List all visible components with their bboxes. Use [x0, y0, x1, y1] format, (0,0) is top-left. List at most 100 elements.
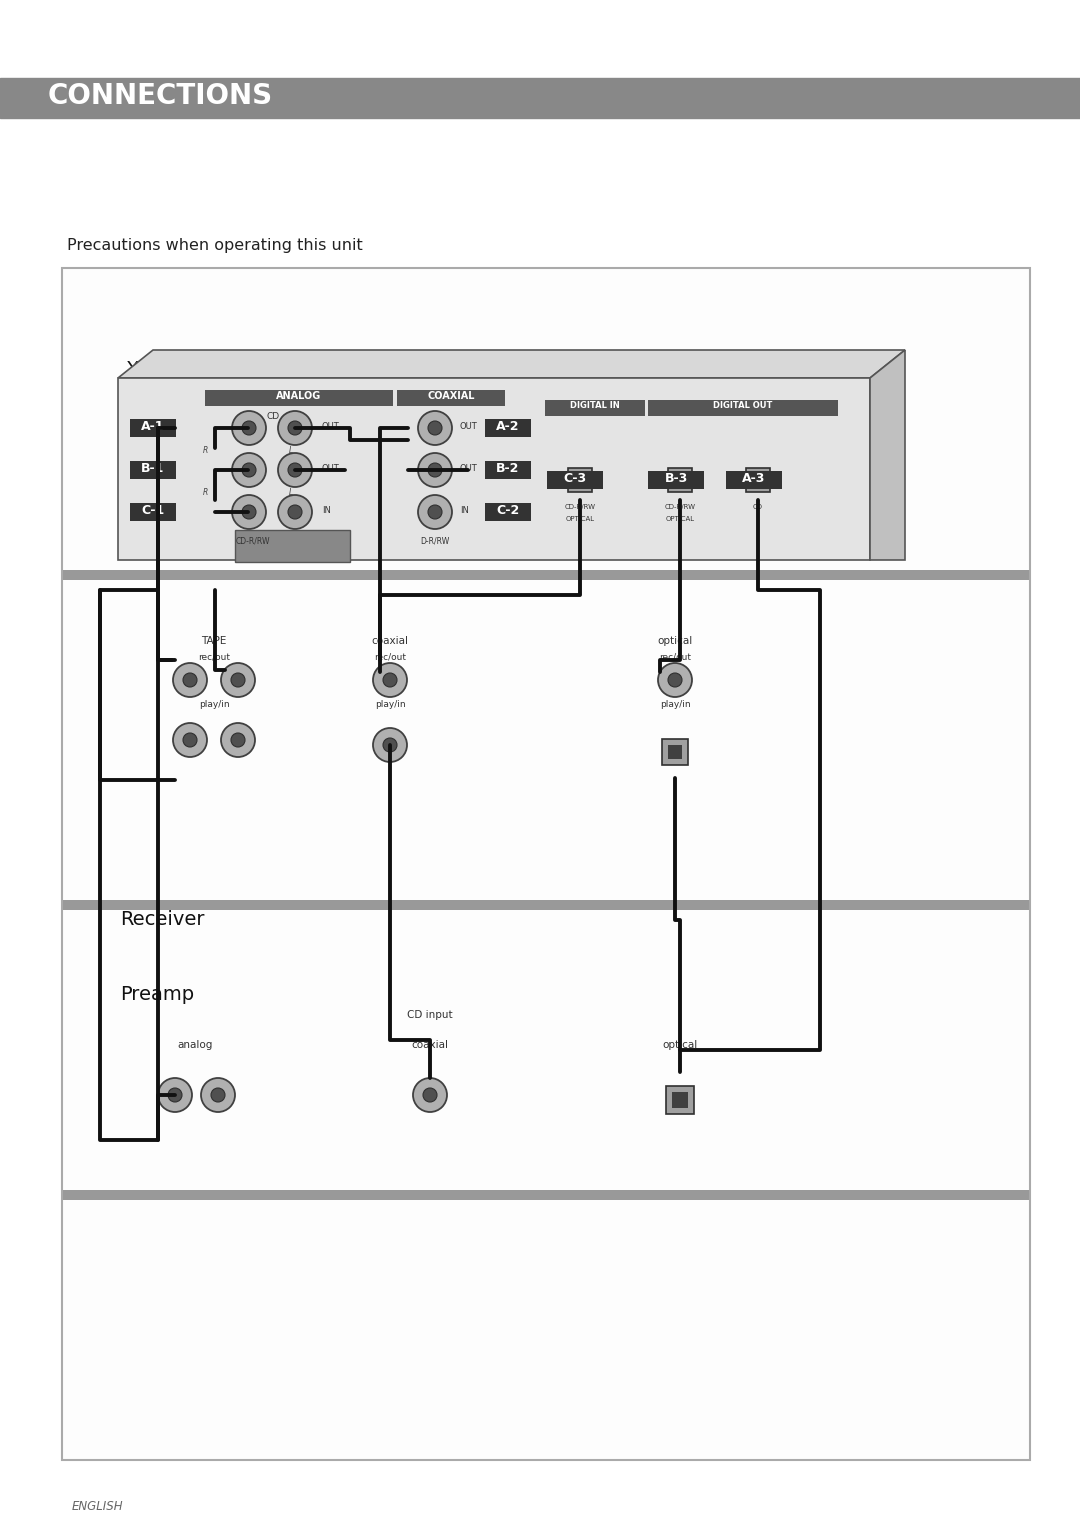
Bar [746, 468, 770, 493]
Text: B-1: B-1 [141, 462, 164, 474]
Text: CD-R/RW: CD-R/RW [565, 503, 595, 510]
Bar [118, 378, 870, 390]
Circle shape [242, 505, 256, 519]
Text: play/in: play/in [660, 700, 690, 709]
Circle shape [428, 421, 442, 434]
Circle shape [373, 663, 407, 697]
Text: R: R [202, 488, 207, 497]
Bar [397, 390, 505, 405]
Text: L: L [288, 488, 293, 497]
Text: B-2: B-2 [497, 462, 519, 474]
Text: ENGLISH: ENGLISH [72, 1500, 123, 1514]
Circle shape [168, 1088, 183, 1102]
Bar [62, 569, 1030, 580]
Text: OPTICAL: OPTICAL [566, 516, 595, 522]
Bar [62, 900, 1030, 910]
Circle shape [669, 672, 681, 688]
Circle shape [211, 1088, 225, 1102]
Bar [573, 473, 586, 487]
Bar [752, 473, 765, 487]
Circle shape [383, 672, 397, 688]
Bar [674, 473, 687, 487]
Text: CD-R/RW: CD-R/RW [664, 503, 696, 510]
Text: coaxial: coaxial [411, 1041, 448, 1050]
Text: OUT: OUT [322, 464, 340, 473]
Text: DIGITAL IN: DIGITAL IN [570, 401, 620, 410]
Circle shape [413, 1078, 447, 1111]
Circle shape [242, 464, 256, 477]
Bar [205, 390, 393, 405]
Text: rec/out: rec/out [374, 652, 406, 662]
Bar [669, 468, 692, 493]
Polygon shape [118, 350, 905, 378]
Circle shape [288, 505, 302, 519]
Circle shape [173, 663, 207, 697]
Text: L: L [288, 447, 293, 454]
Text: play/in: play/in [199, 700, 229, 709]
Text: Preamp: Preamp [120, 985, 194, 1004]
Bar [0, 78, 1080, 118]
Bar [568, 468, 592, 493]
Circle shape [288, 464, 302, 477]
Text: analog: analog [177, 1041, 213, 1050]
Circle shape [418, 453, 453, 487]
Circle shape [383, 738, 397, 752]
Circle shape [428, 505, 442, 519]
Circle shape [158, 1078, 192, 1111]
Text: CD-R/RW: CD-R/RW [235, 537, 270, 546]
Polygon shape [870, 350, 905, 560]
Text: Precautions when operating this unit: Precautions when operating this unit [67, 238, 363, 253]
Bar [130, 419, 176, 437]
Text: TAPE: TAPE [201, 635, 227, 646]
Bar [62, 580, 1030, 910]
Text: A-1: A-1 [141, 421, 165, 433]
Circle shape [173, 723, 207, 757]
Bar [62, 269, 1030, 1460]
Text: optical: optical [658, 635, 692, 646]
Circle shape [288, 421, 302, 434]
Text: CD input: CD input [407, 1010, 453, 1019]
Circle shape [278, 494, 312, 530]
Circle shape [418, 494, 453, 530]
Circle shape [423, 1088, 437, 1102]
Bar [726, 471, 782, 490]
Text: rec/out: rec/out [198, 652, 230, 662]
Text: OUT: OUT [460, 464, 477, 473]
Circle shape [428, 464, 442, 477]
Circle shape [183, 734, 197, 748]
Text: D-R/RW: D-R/RW [420, 537, 449, 546]
Text: ANALOG: ANALOG [276, 391, 322, 401]
Bar [485, 503, 531, 520]
Bar [672, 1093, 688, 1108]
Text: IN: IN [322, 507, 330, 516]
Circle shape [658, 663, 692, 697]
Bar [130, 503, 176, 520]
Circle shape [278, 411, 312, 445]
Text: B-3: B-3 [664, 471, 688, 485]
Bar [648, 401, 838, 416]
Text: IN: IN [460, 507, 469, 516]
Bar [667, 744, 683, 760]
Circle shape [183, 672, 197, 688]
Circle shape [231, 734, 245, 748]
Text: coaxial: coaxial [372, 635, 408, 646]
Text: rec/out: rec/out [659, 652, 691, 662]
Circle shape [278, 453, 312, 487]
Circle shape [242, 421, 256, 434]
Bar [648, 471, 704, 490]
Text: C-3: C-3 [564, 471, 586, 485]
Circle shape [231, 672, 245, 688]
Text: Receiver: Receiver [120, 910, 204, 929]
Text: C-2: C-2 [497, 503, 519, 517]
Text: CD: CD [429, 411, 442, 421]
Text: COAXIAL: COAXIAL [428, 391, 475, 401]
Bar [62, 910, 1030, 1200]
Bar [235, 530, 350, 562]
Bar [62, 1190, 1030, 1200]
Bar [130, 460, 176, 479]
Bar [545, 401, 645, 416]
Text: DIGITAL OUT: DIGITAL OUT [713, 401, 772, 410]
Text: CD: CD [267, 411, 280, 421]
Text: OPTICAL: OPTICAL [665, 516, 694, 522]
Bar [118, 378, 870, 560]
